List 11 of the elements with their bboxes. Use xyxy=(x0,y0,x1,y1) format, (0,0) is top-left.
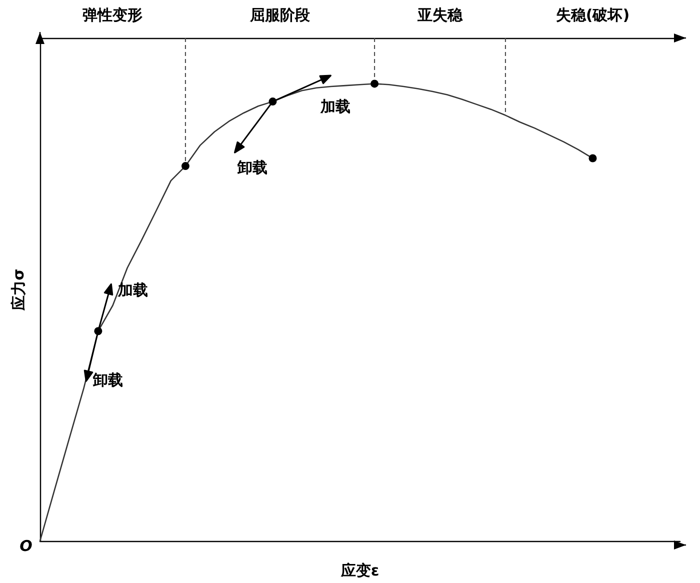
annotation: 加载 xyxy=(117,281,148,300)
y-axis-title: 应力σ xyxy=(10,268,28,312)
text: 屈服阶段 xyxy=(249,6,311,24)
text: 亚失稳 xyxy=(416,6,464,24)
text: 弹性变形 xyxy=(82,6,143,24)
x-axis-title: 应变ε xyxy=(340,562,380,580)
annotation: 加载 xyxy=(320,98,351,116)
text: 失稳(破坏) xyxy=(556,6,630,24)
text: O xyxy=(20,537,33,556)
annotation: 卸载 xyxy=(236,158,268,177)
annotation: 卸载 xyxy=(92,371,124,390)
